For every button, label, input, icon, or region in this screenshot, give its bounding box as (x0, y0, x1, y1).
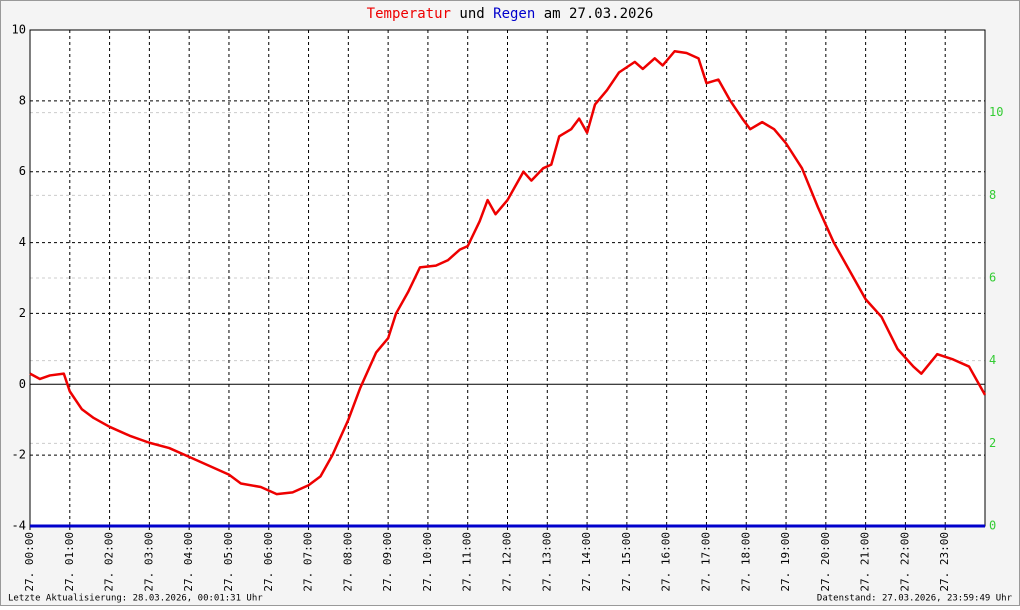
y-tick-label: -2 (12, 448, 26, 462)
x-tick-label: 27. 01:00 (63, 532, 76, 592)
x-tick-label: 27. 00:00 (23, 532, 36, 592)
x-tick-label: 27. 07:00 (302, 532, 315, 592)
x-tick-label: 27. 21:00 (859, 532, 872, 592)
x-tick-label: 27. 09:00 (381, 532, 394, 592)
x-tick-label: 27. 04:00 (182, 532, 195, 592)
y2-tick-label: 10 (989, 105, 1003, 119)
chart-title: Temperatur und Regen am 27.03.2026 (367, 6, 654, 22)
series-line (29, 50, 987, 496)
y2-tick-label: 6 (989, 271, 996, 285)
x-tick-label: 27. 11:00 (461, 532, 474, 592)
x-tick-label: 27. 02:00 (103, 532, 116, 592)
footer-left: Letzte Aktualisierung: 28.03.2026, 00:01… (8, 594, 263, 604)
y-tick-label: 8 (19, 93, 26, 107)
footer-right: Datenstand: 27.03.2026, 23:59:49 Uhr (817, 594, 1013, 604)
x-tick-label: 27. 06:00 (262, 532, 275, 592)
x-tick-label: 27. 10:00 (421, 532, 434, 592)
x-tick-label: 27. 15:00 (620, 532, 633, 592)
x-tick-label: 27. 12:00 (501, 532, 514, 592)
x-tick-label: 27. 23:00 (938, 532, 951, 592)
y2-tick-label: 8 (989, 188, 996, 202)
x-tick-label: 27. 18:00 (739, 532, 752, 592)
y2-tick-label: 0 (989, 519, 996, 533)
x-tick-label: 27. 22:00 (898, 532, 911, 592)
title-part: am 27.03.2026 (544, 6, 654, 22)
x-tick-label: 27. 20:00 (819, 532, 832, 592)
x-tick-label: 27. 03:00 (142, 532, 155, 592)
x-tick-label: 27. 16:00 (660, 532, 673, 592)
x-tick-label: 27. 08:00 (341, 532, 354, 592)
y-tick-label: 0 (19, 377, 26, 391)
y-tick-label: -4 (12, 519, 26, 533)
y-tick-label: 10 (12, 23, 26, 37)
y-tick-label: 4 (19, 235, 26, 249)
x-tick-label: 27. 19:00 (779, 532, 792, 592)
title-part: Regen (493, 6, 535, 22)
y2-tick-label: 2 (989, 436, 996, 450)
x-tick-label: 27. 13:00 (540, 532, 553, 592)
x-tick-label: 27. 14:00 (580, 532, 593, 592)
y-tick-label: 6 (19, 164, 26, 178)
title-part: und (459, 6, 484, 22)
y-tick-label: 2 (19, 306, 26, 320)
x-tick-label: 27. 05:00 (222, 532, 235, 592)
title-part: Temperatur (367, 6, 451, 22)
x-tick-label: 27. 17:00 (699, 532, 712, 592)
y2-tick-label: 4 (989, 353, 996, 367)
